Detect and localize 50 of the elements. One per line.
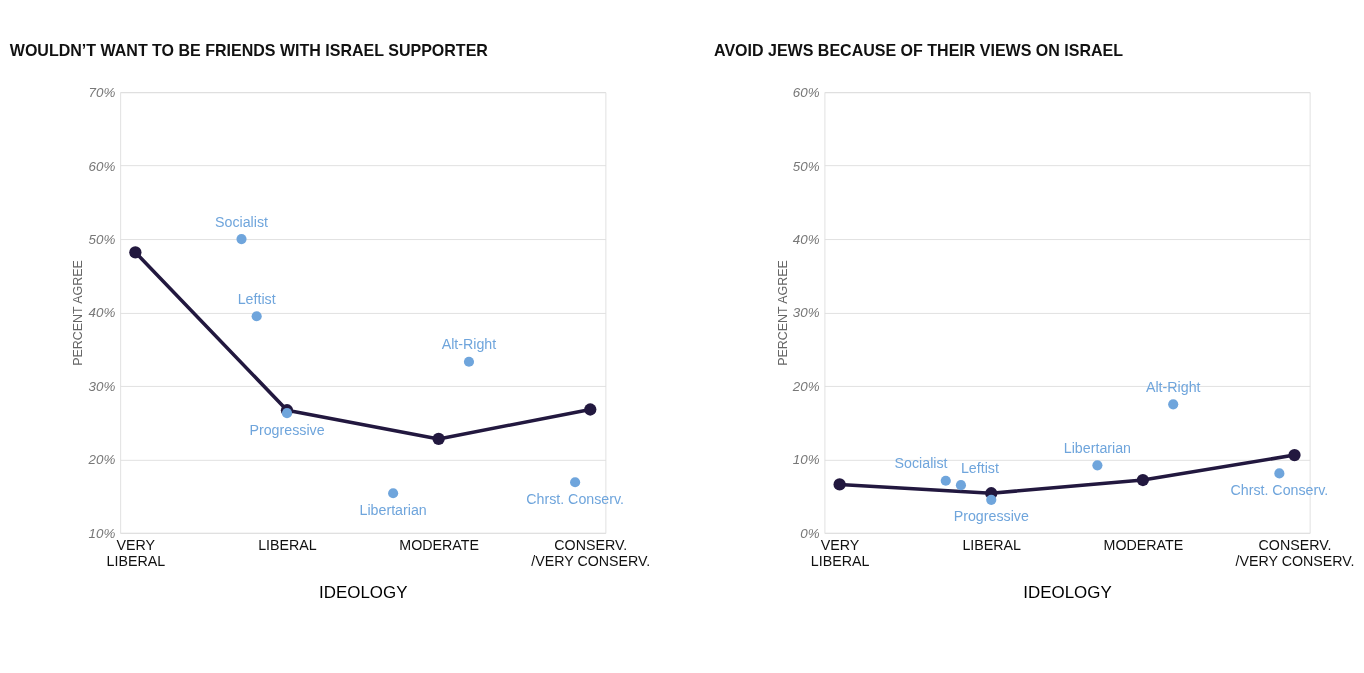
y-tick-label: 30% xyxy=(792,305,820,321)
series-label: Libertarian xyxy=(359,501,427,518)
point xyxy=(570,477,581,488)
y-tick-label: 50% xyxy=(792,158,820,174)
x-tick-label: CONSERV. /VERY CONSERV. xyxy=(1235,537,1355,570)
y-tick-label: 20% xyxy=(87,452,116,468)
series-label: Socialist xyxy=(215,213,269,230)
point xyxy=(129,246,142,259)
series-label: Progressive xyxy=(249,421,325,438)
x-tick-label: MODERATE xyxy=(1103,537,1184,554)
point xyxy=(281,408,293,419)
chart-title: WOULDN’T WANT TO BE FRIENDS WITH ISRAEL SUPPORTER xyxy=(9,40,489,59)
x-axis-title: IDEOLOGY xyxy=(1023,583,1112,603)
point xyxy=(1168,399,1179,410)
point xyxy=(955,480,966,491)
series-label: Progressive xyxy=(953,508,1029,525)
point xyxy=(1092,460,1103,471)
point xyxy=(388,488,399,499)
y-axis-title: PERCENT AGREE xyxy=(71,260,86,366)
y-tick-label: 50% xyxy=(88,231,116,247)
y-tick-label: 40% xyxy=(792,231,820,247)
point xyxy=(986,494,997,505)
series-label: Libertarian xyxy=(1063,439,1132,456)
y-tick-label: 10% xyxy=(792,452,820,468)
y-axis-title: PERCENT AGREE xyxy=(775,260,790,366)
series-label: Chrst. Conserv. xyxy=(1230,481,1329,498)
series-label: Alt-Right xyxy=(1145,378,1201,395)
x-tick-label: LIBERAL xyxy=(258,537,317,554)
series-label: Socialist xyxy=(894,455,948,472)
point xyxy=(236,234,247,245)
series-label: Leftist xyxy=(960,459,999,476)
series-label: Leftist xyxy=(237,290,276,307)
x-tick-label: MODERATE xyxy=(399,537,479,554)
point xyxy=(833,478,846,491)
series-label: Chrst. Conserv. xyxy=(526,490,625,507)
point xyxy=(1274,468,1285,479)
x-tick-label: CONSERV. /VERY CONSERV. xyxy=(531,537,651,570)
x-tick-label: LIBERAL xyxy=(962,537,1022,554)
point xyxy=(251,311,262,322)
point xyxy=(940,475,951,486)
y-tick-label: 30% xyxy=(88,378,116,394)
y-tick-label: 60% xyxy=(792,85,820,101)
point xyxy=(463,356,475,367)
chart-title: AVOID JEWS BECAUSE OF THEIR VIEWS ON ISRAEL xyxy=(714,40,1124,59)
y-tick-label: 40% xyxy=(88,305,116,321)
y-tick-label: 20% xyxy=(791,378,820,394)
series-label: Alt-Right xyxy=(441,336,497,353)
y-tick-label: 60% xyxy=(88,158,116,174)
y-tick-label: 70% xyxy=(88,85,116,101)
x-axis-title: IDEOLOGY xyxy=(319,583,408,603)
